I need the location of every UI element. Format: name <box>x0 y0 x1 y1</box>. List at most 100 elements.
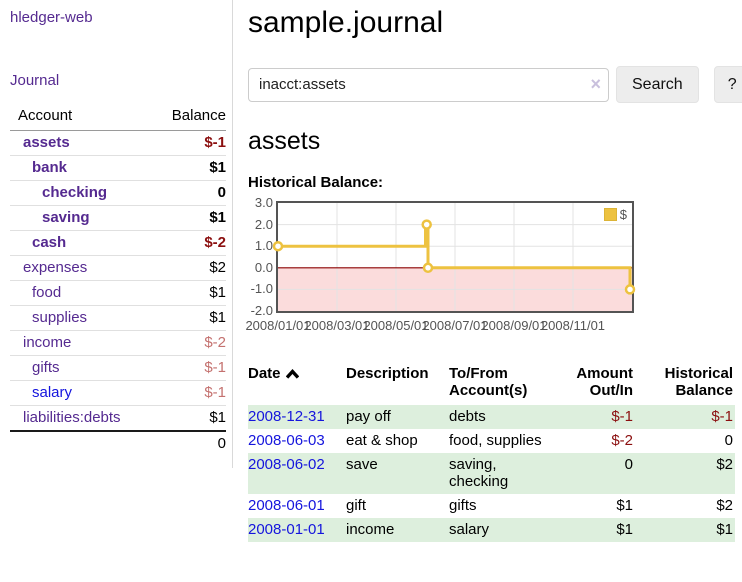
accounts-total-row: 0 <box>10 430 226 456</box>
account-balance: $1 <box>148 305 226 331</box>
account-row: food $1 <box>10 280 226 306</box>
account-balance: $1 <box>148 405 226 432</box>
register-row: 2008-01-01 income salary $1 $1 <box>248 518 735 542</box>
account-row: income $-2 <box>10 330 226 356</box>
search-input[interactable] <box>248 67 609 102</box>
account-row: expenses $2 <box>10 255 226 281</box>
transaction-balance: $1 <box>635 518 735 542</box>
account-link-assets[interactable]: assets <box>23 134 70 151</box>
y-tick-label: -2.0 <box>250 303 273 318</box>
chart-title: Historical Balance: <box>248 174 384 191</box>
account-link-liabilities-debts[interactable]: liabilities:debts <box>23 409 121 426</box>
account-row: bank $1 <box>10 155 226 181</box>
sidebar-nav: Journal <box>10 72 226 103</box>
register-table: Date Description To/From Account(s) Amou… <box>248 363 735 542</box>
register-row: 2008-12-31 pay off debts $-1 $-1 <box>248 405 735 429</box>
register-row: 2008-06-02 save saving, checking 0 $2 <box>248 453 735 494</box>
account-balance: 0 <box>148 180 226 206</box>
transaction-balance: 0 <box>724 432 733 449</box>
accounts-total: 0 <box>148 430 226 456</box>
y-tick-label: 1.0 <box>254 238 273 253</box>
account-row: salary $-1 <box>10 380 226 406</box>
account-balance: $-1 <box>148 130 226 156</box>
search-form: × Search ? <box>248 66 742 103</box>
transaction-amount: $1 <box>560 518 635 542</box>
register-header-balance: Historical Balance <box>664 365 733 399</box>
account-balance: $-1 <box>148 380 226 406</box>
account-balance: $1 <box>148 280 226 306</box>
transaction-date-link[interactable]: 2008-01-01 <box>248 521 325 538</box>
transaction-date-link[interactable]: 2008-06-01 <box>248 497 325 514</box>
x-tick-label: 2008/01/01 <box>245 318 311 333</box>
transaction-description: eat & shop <box>346 432 418 449</box>
account-balance: $1 <box>148 205 226 231</box>
sort-ascending-icon <box>285 368 299 379</box>
transaction-date-link[interactable]: 2008-06-03 <box>248 432 325 449</box>
accounts-header-balance: Balance <box>148 103 226 131</box>
account-row: cash $-2 <box>10 230 226 256</box>
register-header-accounts: To/From Account(s) <box>449 365 528 399</box>
help-button[interactable]: ? <box>713 66 742 103</box>
transaction-accounts: salary <box>449 518 560 542</box>
account-heading: assets <box>248 127 321 155</box>
account-link-salary[interactable]: salary <box>32 384 73 401</box>
register-row: 2008-06-03 eat & shop food, supplies $-2… <box>248 429 735 453</box>
brand-link[interactable]: hledger-web <box>10 9 93 26</box>
transaction-accounts: debts <box>449 405 560 429</box>
main-content: sample.journal × Search ? assets Histori… <box>233 0 742 558</box>
transaction-balance: $2 <box>635 453 735 494</box>
clear-search-icon[interactable]: × <box>590 73 601 94</box>
sidebar: hledger-web Journal Account Balance asse… <box>0 0 233 468</box>
account-balance: $1 <box>148 155 226 181</box>
account-row: checking 0 <box>10 180 226 206</box>
x-tick-label: 2008/03/01 <box>304 318 370 333</box>
chart-plot-area: $ <box>272 201 636 313</box>
accounts-header-account: Account <box>10 103 149 131</box>
account-row: supplies $1 <box>10 305 226 331</box>
series-label: $ <box>619 207 627 222</box>
y-tick-label: 0.0 <box>254 260 273 275</box>
account-link-checking[interactable]: checking <box>42 184 108 201</box>
account-link-expenses[interactable]: expenses <box>23 259 88 276</box>
transaction-date-link[interactable]: 2008-06-02 <box>248 456 325 473</box>
register-header-date[interactable]: Date <box>248 363 346 405</box>
account-balance: $-1 <box>148 355 226 381</box>
accounts-table: Account Balance assets $-1 bank $1 check… <box>10 103 226 456</box>
chart-canvas <box>272 203 636 311</box>
register-row: 2008-06-01 gift gifts $1 $2 <box>248 494 735 518</box>
app: hledger-web Journal Account Balance asse… <box>0 0 742 558</box>
y-tick-label: 3.0 <box>254 195 273 210</box>
account-link-bank[interactable]: bank <box>32 159 68 176</box>
account-link-supplies[interactable]: supplies <box>32 309 88 326</box>
transaction-description: pay off <box>346 405 449 429</box>
account-row: gifts $-1 <box>10 355 226 381</box>
transaction-description: save <box>346 453 449 494</box>
account-row: assets $-1 <box>10 130 226 156</box>
chart-legend: $ <box>601 206 629 223</box>
account-link-gifts[interactable]: gifts <box>32 359 60 376</box>
transaction-description: income <box>346 518 449 542</box>
x-tick-label: 2008/11/01 <box>540 318 606 333</box>
transaction-date-link[interactable]: 2008-12-31 <box>248 408 325 425</box>
x-tick-label: 2008/07/01 <box>422 318 488 333</box>
account-balance: $-2 <box>148 330 226 356</box>
account-link-saving[interactable]: saving <box>42 209 90 226</box>
x-tick-label: 2008/05/01 <box>363 318 429 333</box>
search-button[interactable]: Search <box>616 66 699 103</box>
account-link-income[interactable]: income <box>23 334 72 351</box>
series-swatch-icon <box>603 208 617 221</box>
account-link-food[interactable]: food <box>32 284 62 301</box>
register-header-description: Description <box>346 365 429 382</box>
register-header-amount: Amount Out/In <box>576 365 633 399</box>
account-row: saving $1 <box>10 205 226 231</box>
account-link-cash[interactable]: cash <box>32 234 67 251</box>
transaction-amount: 0 <box>560 453 635 494</box>
page-title: sample.journal <box>248 6 444 39</box>
transaction-accounts: saving, checking <box>449 453 560 494</box>
x-tick-label: 2008/09/01 <box>481 318 547 333</box>
account-balance: $2 <box>148 255 226 281</box>
sidebar-item-journal[interactable]: Journal <box>10 72 60 89</box>
historical-balance-chart: 3.0 2.0 1.0 0.0 -1.0 -2.0 <box>245 195 668 343</box>
transaction-amount: $-1 <box>560 405 635 429</box>
transaction-description: gift <box>346 497 367 514</box>
